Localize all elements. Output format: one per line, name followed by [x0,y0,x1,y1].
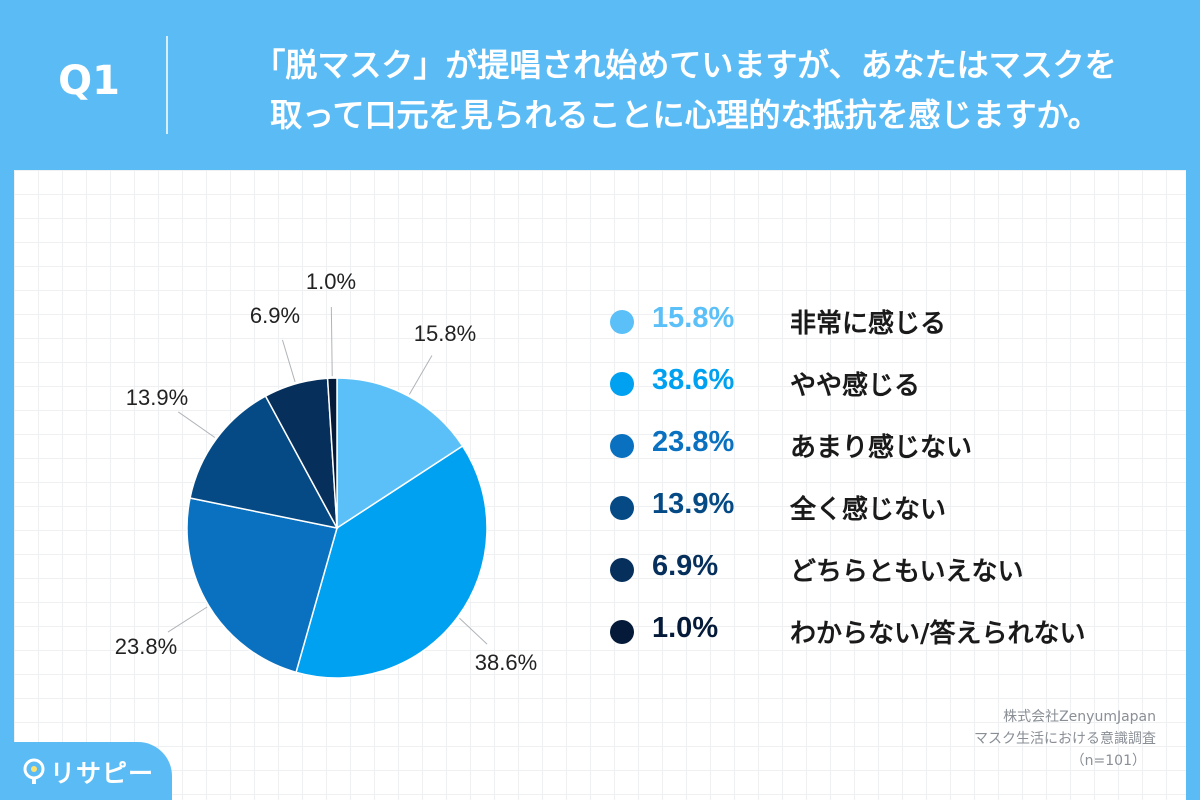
legend: 15.8% 非常に感じる 38.6% やや感じる 23.8% あまり感じない 1… [608,300,1168,672]
slice-data-label: 13.9% [126,385,188,410]
legend-percent: 38.6% [652,364,735,396]
slice-data-label: 6.9% [250,303,300,328]
slice-data-label: 1.0% [306,269,356,294]
question-line-2: 取って口元を見られることに心理的な抵抗を感じますか。 [270,96,1100,134]
question-line-1: 「脱マスク」が提唱され始めていますが、あなたはマスクを [253,46,1117,84]
legend-percent: 1.0% [652,612,719,644]
pie-slice [186,497,338,674]
legend-percent: 23.8% [652,426,735,458]
header-divider [166,36,168,134]
legend-percent: 13.9% [652,488,735,520]
legend-label: わからない/答えられない [790,619,1086,649]
legend-item: 6.9% どちらともいえない [608,548,1168,610]
leader-line [408,355,433,395]
lightbulb-icon [23,758,45,784]
leader-line [167,606,208,633]
legend-item: 23.8% あまり感じない [608,424,1168,486]
legend-item: 1.0% わからない/答えられない [608,610,1168,672]
legend-label: やや感じる [790,371,921,401]
pie-slice [326,377,338,529]
source-sample-size: （n=101） [1070,753,1146,769]
leader-line [459,617,488,645]
legend-item: 38.6% やや感じる [608,362,1168,424]
legend-swatch [610,434,634,458]
legend-label: どちらともいえない [790,557,1024,587]
header: Q1 「脱マスク」が提唱され始めていますが、あなたはマスクを 取って口元を見られ… [0,0,1200,170]
leader-line [281,339,296,383]
source-survey: マスク生活における意識調査 [974,731,1156,747]
legend-swatch [610,558,634,582]
leader-line [330,306,333,377]
legend-label: あまり感じない [790,433,973,463]
legend-swatch [610,372,634,396]
legend-label: 全く感じない [790,495,947,525]
legend-item: 15.8% 非常に感じる [608,300,1168,362]
legend-swatch [610,310,634,334]
brand-name: リサピー [50,759,155,788]
question-text: 「脱マスク」が提唱され始めていますが、あなたはマスクを 取って口元を見られること… [200,40,1170,140]
brand-logo[interactable]: リサピー [0,742,172,800]
legend-swatch [610,620,634,644]
pie-slice [189,395,339,530]
legend-percent: 15.8% [652,302,735,334]
pie-slice [295,445,488,679]
source-company: 株式会社ZenyumJapan [1003,709,1156,725]
legend-item: 13.9% 全く感じない [608,486,1168,548]
legend-swatch [610,496,634,520]
question-number: Q1 [58,58,120,104]
slice-data-label: 15.8% [414,321,476,346]
slice-data-label: 23.8% [115,634,177,659]
source-note: 株式会社ZenyumJapan マスク生活における意識調査 （n=101） [836,706,1156,772]
legend-label: 非常に感じる [790,309,947,339]
pie-slice [336,377,464,530]
legend-percent: 6.9% [652,550,719,582]
slice-data-label: 38.6% [475,650,537,675]
leader-line [178,411,216,438]
